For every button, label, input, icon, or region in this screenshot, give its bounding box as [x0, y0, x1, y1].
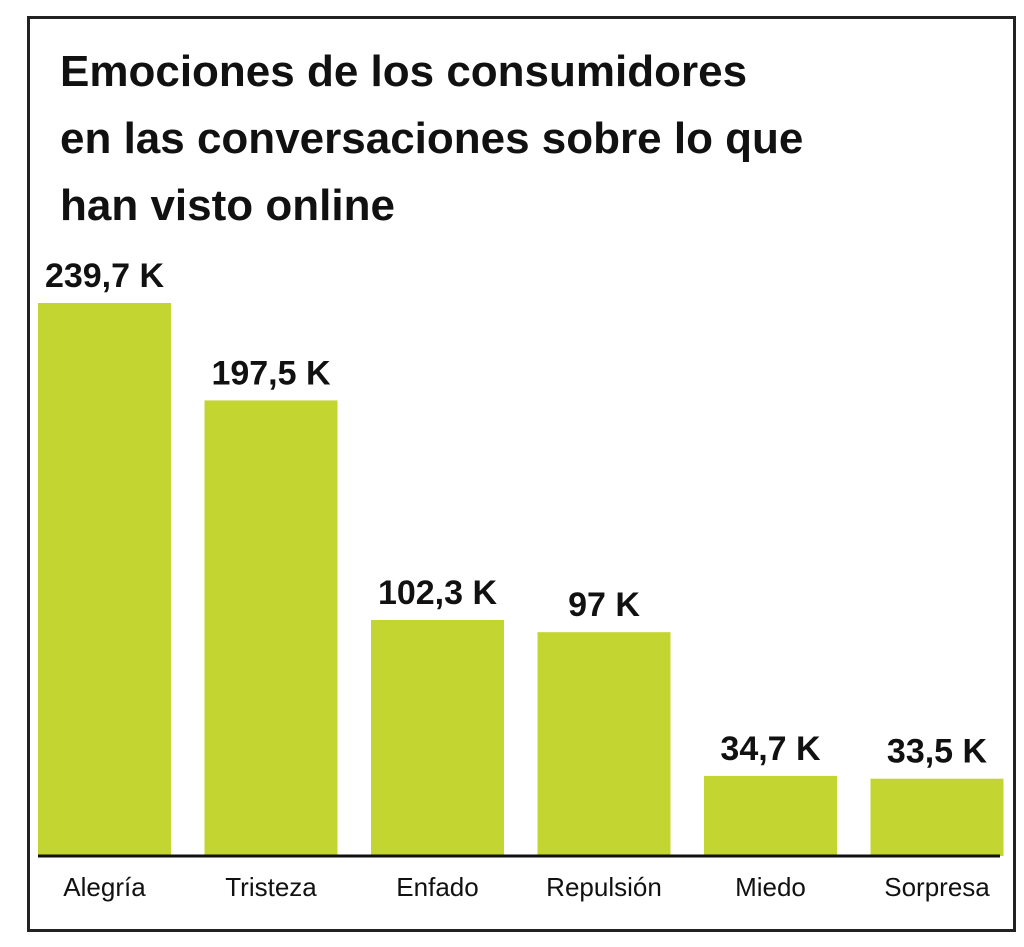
value-labels-group: 239,7 K 197,5 K 102,3 K 97 K 34,7 K 33,5 K	[45, 257, 988, 771]
chart-title-line-3: han visto online	[60, 181, 395, 230]
bar-enfado	[371, 620, 504, 856]
bar-tristeza	[204, 400, 338, 856]
value-label-miedo: 34,7 K	[720, 730, 821, 768]
value-label-repulsion: 97 K	[568, 586, 640, 624]
category-label-alegria: Alegría	[63, 872, 146, 902]
category-label-repulsion: Repulsión	[546, 872, 662, 902]
chart-title-line-1: Emociones de los consumidores	[60, 47, 748, 96]
value-label-enfado: 102,3 K	[378, 574, 498, 612]
value-label-tristeza: 197,5 K	[211, 354, 331, 392]
category-label-miedo: Miedo	[735, 872, 806, 902]
category-label-sorpresa: Sorpresa	[884, 872, 990, 902]
category-label-tristeza: Tristeza	[225, 872, 317, 902]
bar-repulsion	[537, 632, 671, 856]
bar-miedo	[704, 775, 837, 856]
bar-alegria	[38, 303, 171, 856]
chart-frame	[27, 16, 1016, 932]
chart-title-line-2: en las conversaciones sobre lo que	[60, 114, 804, 163]
value-label-alegria: 239,7 K	[45, 257, 165, 295]
bars-group	[38, 303, 1004, 856]
category-labels-group: Alegría Tristeza Enfado Repulsión Miedo Sorpr…	[63, 872, 990, 902]
bar-sorpresa	[870, 778, 1004, 856]
category-label-enfado: Enfado	[396, 872, 478, 902]
chart-title: Emociones de los consumidores en las con…	[60, 38, 960, 239]
value-label-sorpresa: 33,5 K	[887, 733, 988, 771]
